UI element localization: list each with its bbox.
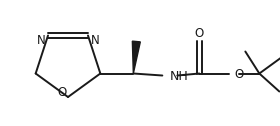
Text: N: N xyxy=(91,34,99,47)
Polygon shape xyxy=(132,41,140,73)
Text: O: O xyxy=(234,68,244,81)
Text: NH: NH xyxy=(169,70,188,83)
Text: O: O xyxy=(195,27,204,40)
Text: O: O xyxy=(57,86,67,99)
Text: N: N xyxy=(37,34,45,47)
